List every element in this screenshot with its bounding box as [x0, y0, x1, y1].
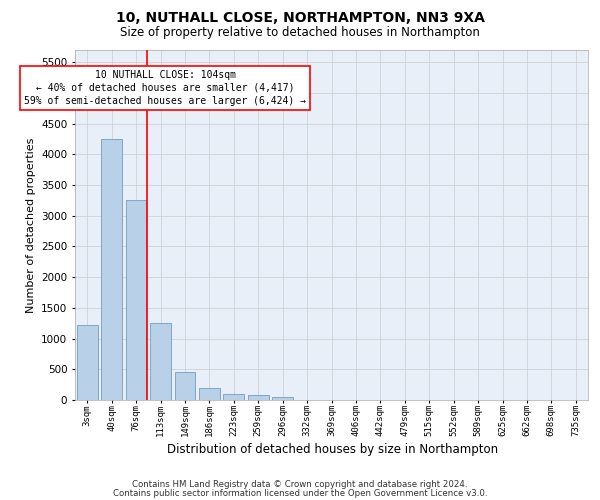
Y-axis label: Number of detached properties: Number of detached properties — [26, 138, 35, 312]
Text: Size of property relative to detached houses in Northampton: Size of property relative to detached ho… — [120, 26, 480, 39]
Text: Contains HM Land Registry data © Crown copyright and database right 2024.: Contains HM Land Registry data © Crown c… — [132, 480, 468, 489]
Bar — [199, 388, 220, 400]
Bar — [101, 139, 122, 400]
Text: Contains public sector information licensed under the Open Government Licence v3: Contains public sector information licen… — [113, 489, 487, 498]
Bar — [125, 200, 146, 400]
Text: Distribution of detached houses by size in Northampton: Distribution of detached houses by size … — [167, 442, 499, 456]
Text: 10, NUTHALL CLOSE, NORTHAMPTON, NN3 9XA: 10, NUTHALL CLOSE, NORTHAMPTON, NN3 9XA — [116, 11, 484, 25]
Bar — [223, 394, 244, 400]
Bar — [272, 396, 293, 400]
Bar — [175, 372, 196, 400]
Text: 10 NUTHALL CLOSE: 104sqm
← 40% of detached houses are smaller (4,417)
59% of sem: 10 NUTHALL CLOSE: 104sqm ← 40% of detach… — [25, 70, 307, 106]
Bar — [150, 323, 171, 400]
Bar — [248, 396, 269, 400]
Bar — [77, 325, 98, 400]
